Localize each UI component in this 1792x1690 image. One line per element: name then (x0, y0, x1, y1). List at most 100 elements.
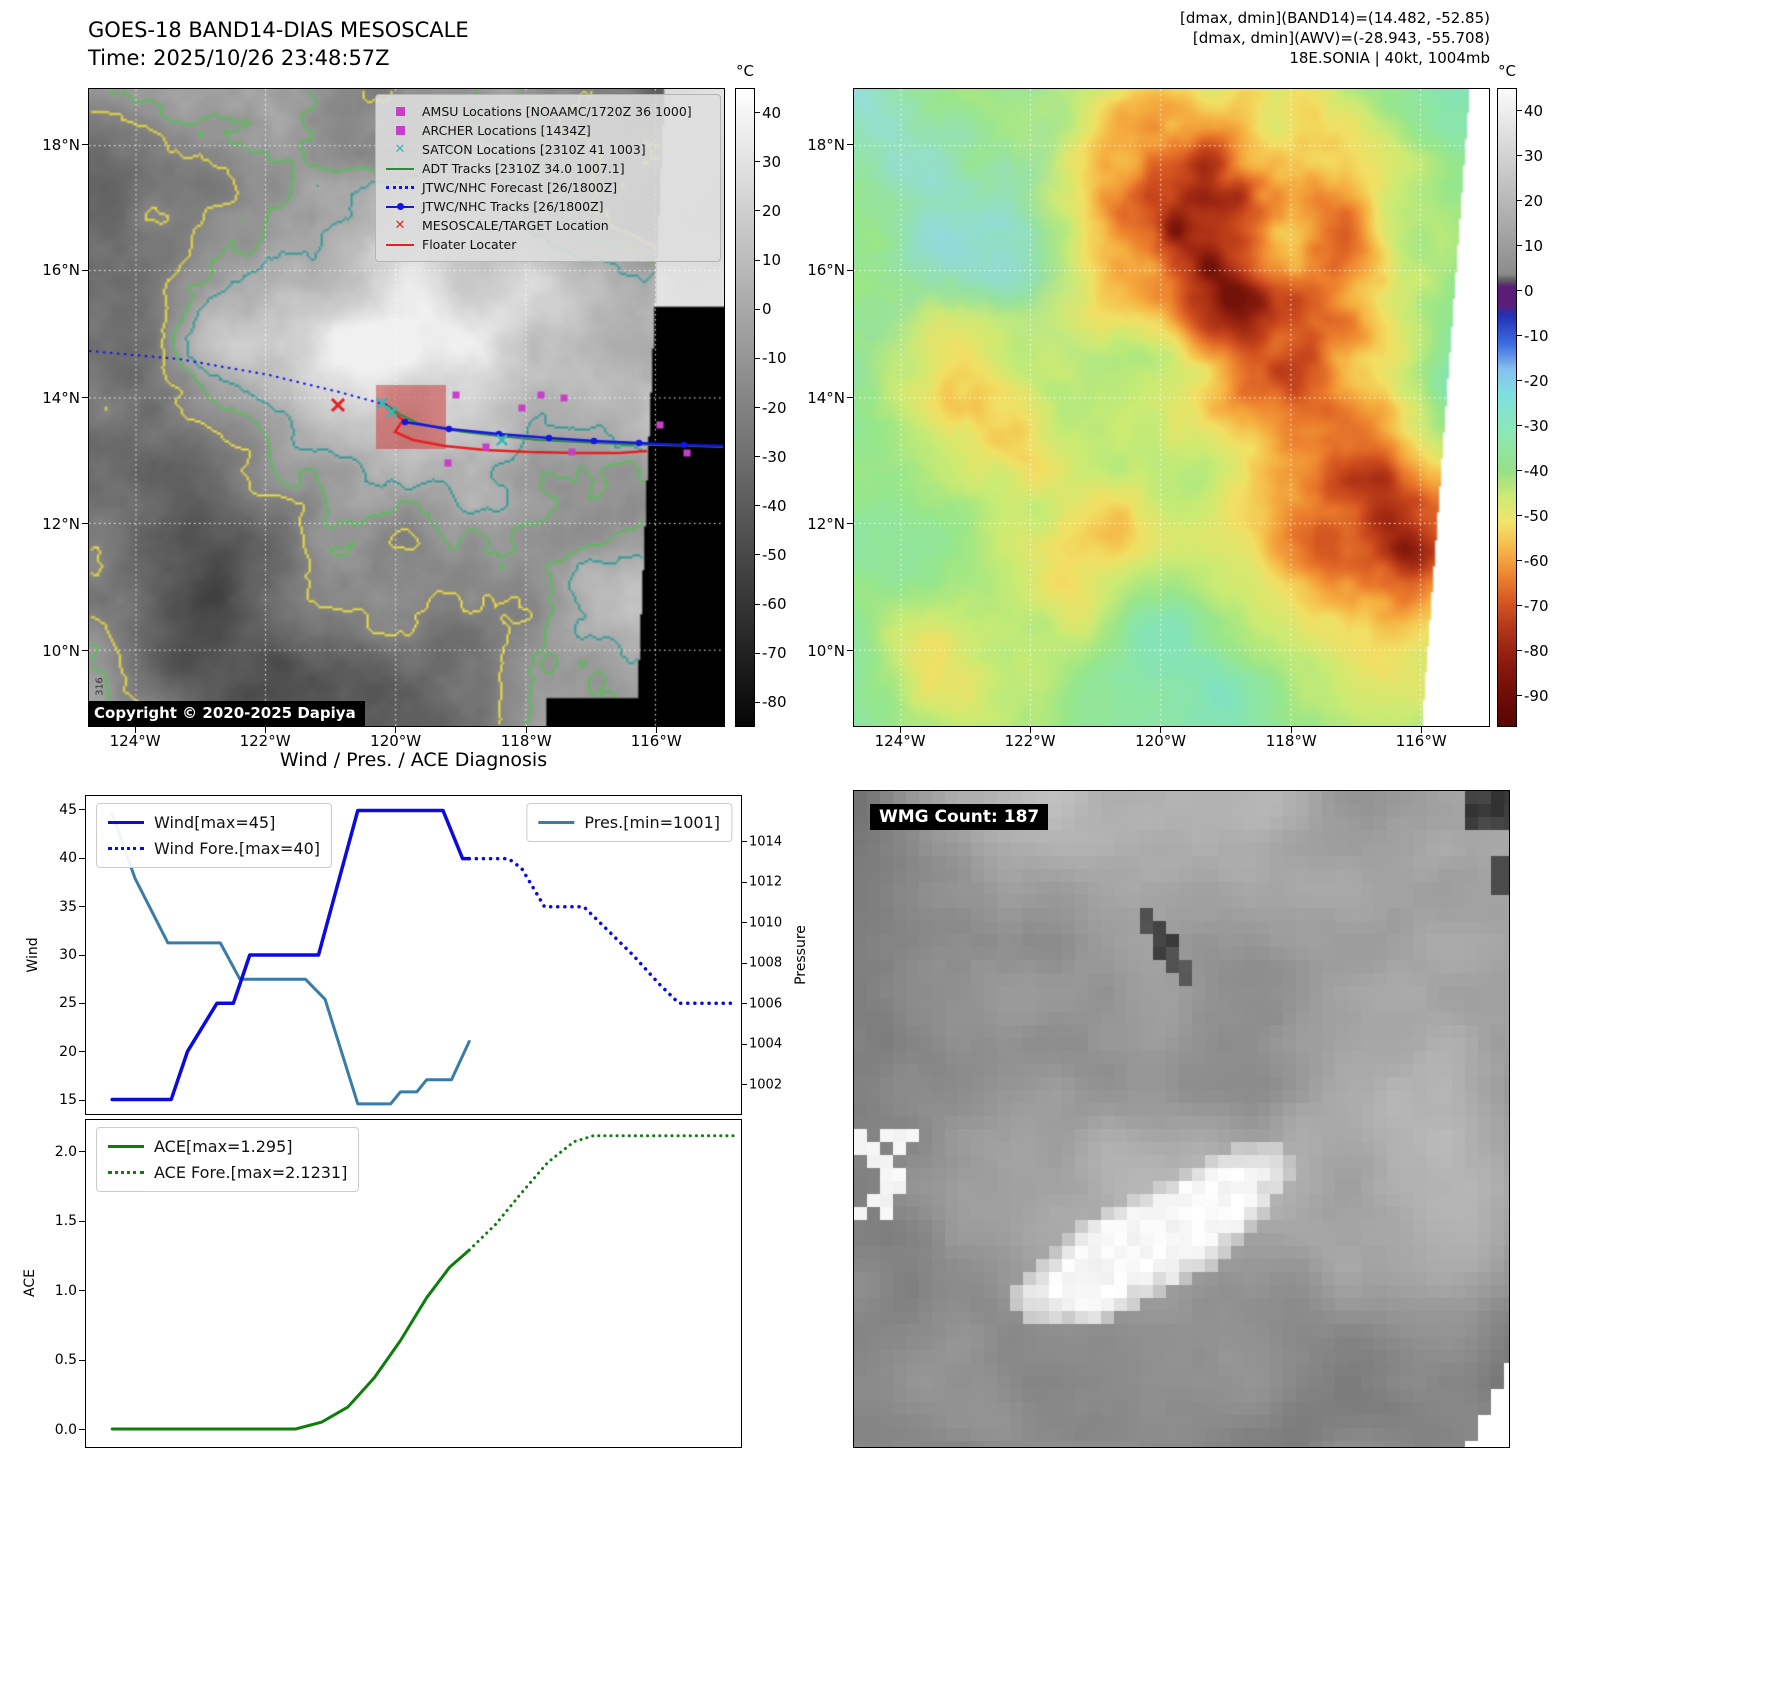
y-tick-label: 35 (59, 898, 77, 915)
lon-tick-label: 116°W (1395, 732, 1447, 750)
y-tick-label: 0.5 (54, 1352, 77, 1369)
axis-tick (741, 962, 747, 964)
lon-tick-label: 120°W (370, 732, 422, 750)
y-tick-label: 45 (59, 801, 77, 818)
axis-tick (755, 505, 760, 507)
y2-tick-label: 1006 (749, 996, 783, 1012)
axis-tick (1517, 245, 1522, 246)
dotted-line-marker (386, 186, 414, 189)
axis-tick (82, 144, 88, 146)
axis-tick (741, 922, 747, 924)
line-dot-marker (386, 202, 414, 211)
chart-legend: Pres.[min=1001] (526, 803, 732, 842)
series-line (467, 1134, 736, 1252)
lon-tick-label: 118°W (500, 732, 552, 750)
y-tick-label: 2.0 (54, 1143, 77, 1160)
colorbar-tick-label: 0 (762, 300, 772, 319)
legend-item: JTWC/NHC Tracks [26/1800Z] (385, 197, 711, 216)
axis-tick (1420, 727, 1422, 733)
awv-header-line-3: 18E.SONIA | 40kt, 1004mb (1289, 49, 1490, 67)
axis-tick (525, 727, 527, 733)
axis-tick (1517, 650, 1522, 651)
legend-label: ACE[max=1.295] (154, 1137, 293, 1156)
lat-tick-label: 16°N (42, 261, 80, 280)
axis-tick (1517, 155, 1522, 156)
chart-legend: Wind[max=45] Wind Fore.[max=40] (96, 803, 332, 868)
lat-tick-label: 14°N (42, 388, 80, 407)
axis-tick (741, 1003, 747, 1005)
series-line (467, 856, 733, 1005)
axis-tick (79, 1002, 85, 1004)
line-icon (108, 821, 144, 824)
legend-item: Wind[max=45] (108, 810, 320, 835)
contour-inline-label: 316 (94, 677, 106, 696)
legend-label: AMSU Locations [NOAAMC/1720Z 36 1000] (422, 104, 692, 119)
colorbar-tick-label: -60 (1524, 551, 1549, 570)
awv-colorbar (1497, 88, 1517, 727)
lat-tick-label: 12°N (807, 514, 845, 533)
lon-tick-label: 118°W (1265, 732, 1317, 750)
axis-tick (134, 727, 136, 733)
lon-tick-label: 122°W (239, 732, 291, 750)
axis-tick (79, 954, 85, 956)
axis-tick (741, 1084, 747, 1086)
ace-axis-label: ACE (22, 1269, 38, 1297)
y2-tick-label: 1014 (749, 834, 783, 850)
axis-tick (79, 809, 85, 811)
y-tick-label: 0.0 (54, 1421, 77, 1438)
axis-tick (755, 308, 760, 310)
axis-tick (79, 1290, 85, 1292)
axis-tick (755, 210, 760, 212)
lon-tick-label: 124°W (874, 732, 926, 750)
band14-time: Time: 2025/10/26 23:48:57Z (88, 46, 390, 70)
axis-tick (79, 1359, 85, 1361)
legend-label: Wind[max=45] (154, 813, 276, 832)
wind-axis-label: Wind (25, 937, 41, 973)
colorbar-tick-label: -50 (762, 545, 787, 564)
colorbar-tick-label: -30 (1524, 416, 1549, 435)
axis-tick (847, 523, 853, 525)
axis-tick (79, 1051, 85, 1053)
chart-plot-area (110, 808, 733, 1106)
axis-tick (755, 701, 760, 703)
y-tick-label: 30 (59, 947, 77, 963)
square-icon (385, 124, 415, 138)
band14-colorbar-unit: °C (736, 62, 754, 80)
colorbar-tick-label: -80 (1524, 641, 1549, 660)
colorbar-tick-label: -40 (1524, 461, 1549, 480)
colorbar-tick-label: 20 (762, 201, 782, 220)
legend-label: JTWC/NHC Forecast [26/1800Z] (422, 180, 618, 195)
colorbar-tick-label: -70 (762, 644, 787, 663)
colorbar-tick-label: 30 (1524, 146, 1544, 165)
y-tick-label: 25 (59, 995, 77, 1012)
legend-label: Wind Fore.[max=40] (154, 839, 320, 858)
axis-tick (82, 397, 88, 399)
series-line (110, 1248, 471, 1431)
x-icon: ✕ (385, 143, 415, 157)
dot (397, 202, 404, 210)
lat-tick-label: 10°N (42, 641, 80, 660)
lat-tick-label: 18°N (42, 135, 80, 154)
axis-tick (82, 523, 88, 525)
y-tick-label: 40 (59, 850, 77, 867)
lon-tick-label: 116°W (630, 732, 682, 750)
dotted-line-icon (108, 847, 144, 850)
legend-item: ACE[max=1.295] (108, 1134, 347, 1159)
lon-tick-label: 120°W (1135, 732, 1187, 750)
colorbar-tick-label: -60 (762, 595, 787, 614)
colorbar-tick-label: -20 (762, 398, 787, 417)
axis-tick (1517, 470, 1522, 471)
axis-tick (82, 269, 88, 271)
axis-tick (741, 841, 747, 843)
colorbar-tick-label: -20 (1524, 371, 1549, 390)
axis-tick (1517, 110, 1522, 111)
axis-tick (79, 1151, 85, 1153)
line-icon (385, 162, 415, 176)
lon-tick-label: 122°W (1004, 732, 1056, 750)
x-marker: ✕ (394, 142, 406, 157)
y-tick-label: 1.5 (54, 1213, 77, 1230)
line-marker (386, 243, 414, 246)
axis-tick (741, 881, 747, 883)
y-tick-label: 15 (59, 1092, 77, 1109)
awv-satellite-image (854, 89, 1489, 726)
